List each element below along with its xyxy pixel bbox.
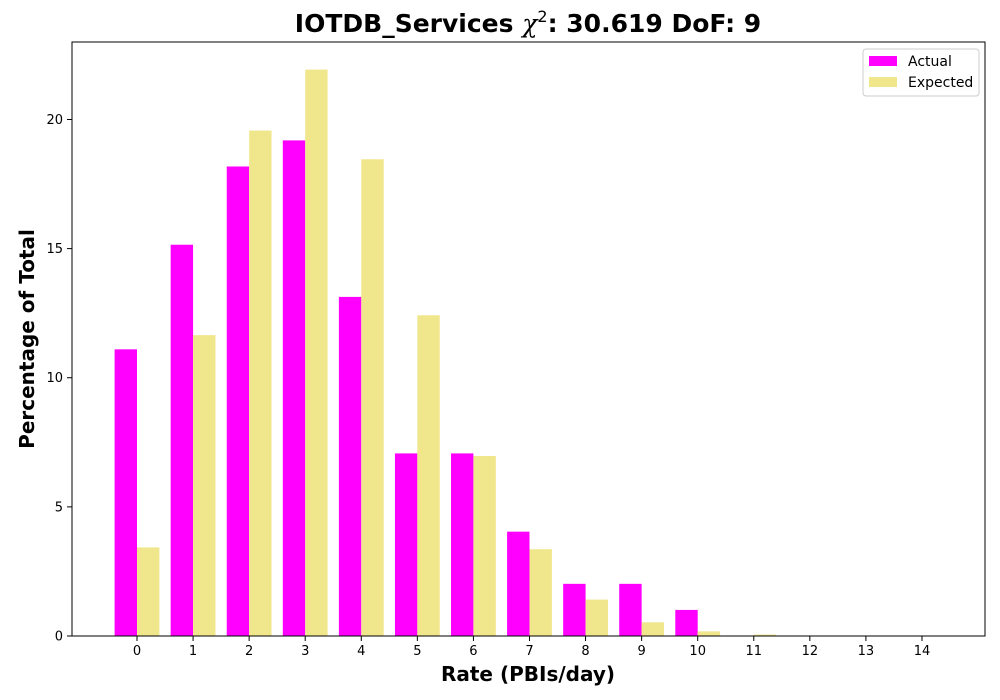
x-tick-label: 7 bbox=[525, 644, 533, 659]
bar-expected-8 bbox=[585, 599, 608, 636]
bar-expected-5 bbox=[417, 315, 440, 636]
legend-swatch-expected bbox=[869, 77, 897, 87]
legend: Actual Expected bbox=[862, 48, 980, 97]
y-axis: 0 5 10 15 20 bbox=[46, 113, 72, 645]
bar-actual-5 bbox=[394, 453, 418, 636]
x-tick-label: 8 bbox=[581, 644, 589, 659]
x-axis-label: Rate (PBIs/day) bbox=[441, 662, 615, 686]
bar-actual-8 bbox=[563, 583, 586, 636]
bar-actual-10 bbox=[675, 609, 698, 636]
legend-swatch-actual bbox=[869, 56, 897, 66]
x-tick-label: 1 bbox=[189, 644, 197, 659]
bar-expected-7 bbox=[529, 549, 552, 636]
x-tick-label: 5 bbox=[413, 644, 421, 659]
x-tick-label: 11 bbox=[745, 644, 762, 659]
bar-expected-6 bbox=[473, 455, 496, 636]
x-tick-label: 13 bbox=[858, 644, 875, 659]
bar-actual-2 bbox=[226, 166, 250, 637]
bar-expected-2 bbox=[249, 130, 272, 636]
x-tick-label: 12 bbox=[802, 644, 819, 659]
bar-expected-10 bbox=[697, 631, 721, 636]
x-axis: 0 1 2 3 4 5 6 7 8 9 10 11 12 13 14 bbox=[133, 636, 930, 659]
bar-expected-11 bbox=[753, 634, 777, 636]
y-tick-label: 20 bbox=[46, 113, 63, 128]
bar-actual-7 bbox=[507, 531, 530, 636]
chart-title-chi: χ bbox=[520, 9, 539, 38]
y-axis-label: Percentage of Total bbox=[15, 229, 39, 449]
y-tick-label: 0 bbox=[55, 630, 63, 645]
bar-actual-9 bbox=[619, 583, 642, 636]
x-tick-label: 4 bbox=[357, 644, 365, 659]
x-tick-label: 10 bbox=[689, 644, 706, 659]
x-tick-label: 6 bbox=[469, 644, 477, 659]
x-tick-label: 0 bbox=[133, 644, 141, 659]
bar-actual-4 bbox=[338, 296, 362, 636]
x-tick-label: 14 bbox=[914, 644, 931, 659]
bar-expected-3 bbox=[305, 69, 328, 636]
bar-expected-0 bbox=[137, 547, 160, 636]
y-tick-label: 15 bbox=[46, 242, 63, 257]
bar-expected-1 bbox=[193, 335, 216, 636]
plot-frame bbox=[71, 41, 986, 637]
y-tick-label: 5 bbox=[55, 500, 63, 515]
legend-label-actual: Actual bbox=[908, 54, 952, 70]
chart-title-superscript: 2 bbox=[537, 7, 547, 26]
bar-actual-1 bbox=[170, 244, 194, 637]
bar-actual-6 bbox=[451, 453, 474, 636]
x-tick-label: 3 bbox=[301, 644, 309, 659]
chart-title: IOTDB_Services χ2: 30.619 DoF: 9 bbox=[295, 7, 761, 38]
x-tick-label: 2 bbox=[245, 644, 253, 659]
bar-actual-0 bbox=[114, 349, 137, 636]
bar-actual-3 bbox=[282, 140, 306, 636]
legend-label-expected: Expected bbox=[908, 75, 973, 91]
chart-title-rest: : 30.619 DoF: 9 bbox=[548, 9, 762, 38]
bars-group bbox=[114, 69, 945, 637]
bar-expected-9 bbox=[641, 622, 665, 636]
x-tick-label: 9 bbox=[637, 644, 645, 659]
chart-title-main: IOTDB_Services bbox=[295, 9, 522, 38]
y-tick-label: 10 bbox=[46, 371, 63, 386]
bar-expected-4 bbox=[361, 159, 384, 636]
